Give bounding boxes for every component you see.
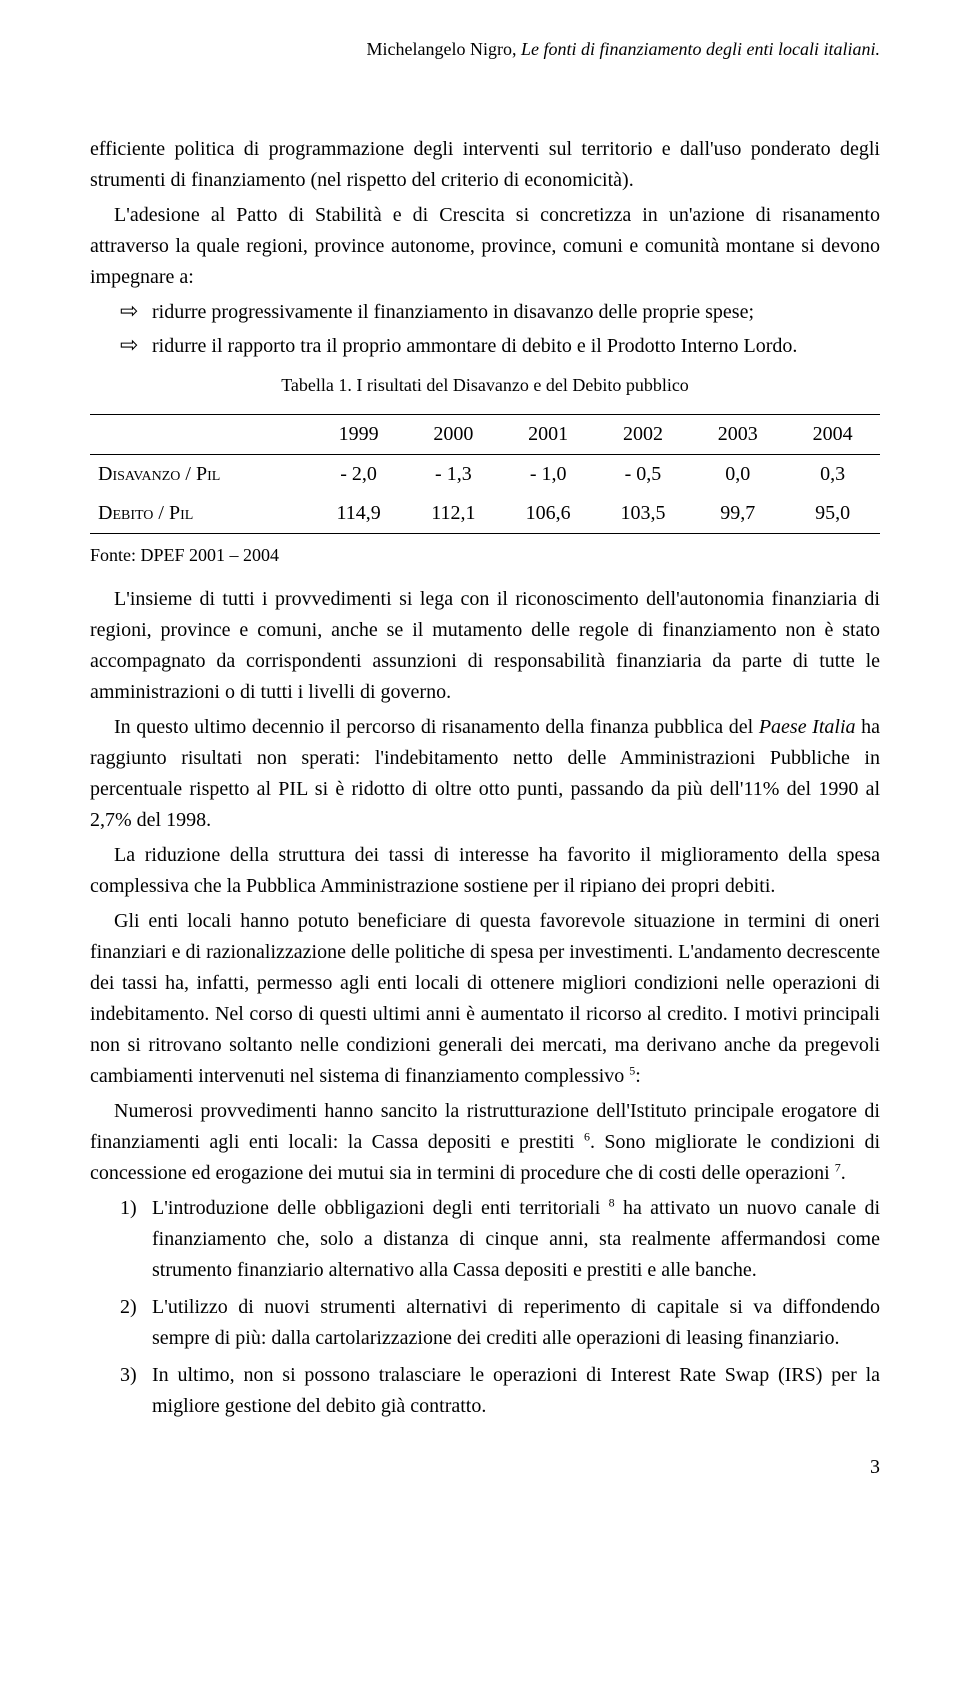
table-header-row: 1999 2000 2001 2002 2003 2004 [90, 414, 880, 454]
table-cell: - 2,0 [311, 454, 406, 494]
label-sc: ebito [112, 502, 153, 524]
numbered-item: In ultimo, non si possono tralasciare le… [120, 1360, 880, 1422]
p7-part-c: . [841, 1162, 846, 1184]
table-header-cell: 2003 [690, 414, 785, 454]
table-cell: 0,0 [690, 454, 785, 494]
p6-part-a: Gli enti locali hanno potuto beneficiare… [90, 910, 880, 1087]
table-header-empty [90, 414, 311, 454]
label-cap: D [98, 463, 112, 485]
paragraph-1: efficiente politica di programmazione de… [90, 134, 880, 196]
label-sc: isavanzo [112, 463, 180, 485]
bullet-item: ridurre progressivamente il finanziament… [120, 297, 880, 328]
table-source: Fonte: DPEF 2001 – 2004 [90, 542, 880, 570]
table-header-cell: 2004 [785, 414, 880, 454]
table-cell: 106,6 [501, 494, 596, 534]
label-mid: / P [180, 463, 207, 485]
table-cell: - 0,5 [596, 454, 691, 494]
bullet-item: ridurre il rapporto tra il proprio ammon… [120, 331, 880, 362]
label-sc2: il [207, 463, 220, 485]
p4-italic: Paese Italia [759, 716, 856, 738]
paragraph-6: Gli enti locali hanno potuto beneficiare… [90, 906, 880, 1092]
table-cell: 95,0 [785, 494, 880, 534]
table-row: Disavanzo / Pil - 2,0 - 1,3 - 1,0 - 0,5 … [90, 454, 880, 494]
table-header-cell: 2000 [406, 414, 501, 454]
table-cell: 112,1 [406, 494, 501, 534]
label-mid: / P [153, 502, 180, 524]
header-title: Le fonti di finanziamento degli enti loc… [521, 39, 880, 59]
header-author: Michelangelo Nigro, [367, 39, 517, 59]
table-cell: 0,3 [785, 454, 880, 494]
page-number: 3 [90, 1452, 880, 1483]
table-cell: 114,9 [311, 494, 406, 534]
paragraph-7: Numerosi provvedimenti hanno sancito la … [90, 1096, 880, 1189]
numbered-list: L'introduzione delle obbligazioni degli … [90, 1193, 880, 1422]
table-caption: Tabella 1. I risultati del Disavanzo e d… [90, 372, 880, 400]
table-header-cell: 2001 [501, 414, 596, 454]
paragraph-4: In questo ultimo decennio il percorso di… [90, 712, 880, 836]
running-header: Michelangelo Nigro, Le fonti di finanzia… [90, 36, 880, 64]
table-row-label: Debito / Pil [90, 494, 311, 534]
table-header-cell: 2002 [596, 414, 691, 454]
data-table: 1999 2000 2001 2002 2003 2004 Disavanzo … [90, 414, 880, 534]
p4-part-a: In questo ultimo decennio il percorso di… [114, 716, 759, 738]
label-cap: D [98, 502, 112, 524]
table-cell: 99,7 [690, 494, 785, 534]
li1-part-a: L'introduzione delle obbligazioni degli … [152, 1197, 609, 1219]
table-cell: - 1,0 [501, 454, 596, 494]
p6-part-b: : [635, 1065, 641, 1087]
label-sc2: il [180, 502, 193, 524]
page-container: Michelangelo Nigro, Le fonti di finanzia… [0, 0, 960, 1533]
table-row-label: Disavanzo / Pil [90, 454, 311, 494]
table-cell: - 1,3 [406, 454, 501, 494]
paragraph-2: L'adesione al Patto di Stabilità e di Cr… [90, 200, 880, 293]
paragraph-3: L'insieme di tutti i provvedimenti si le… [90, 584, 880, 708]
table-header-cell: 1999 [311, 414, 406, 454]
bullet-list: ridurre progressivamente il finanziament… [90, 297, 880, 362]
table-cell: 103,5 [596, 494, 691, 534]
numbered-item: L'introduzione delle obbligazioni degli … [120, 1193, 880, 1286]
table-row: Debito / Pil 114,9 112,1 106,6 103,5 99,… [90, 494, 880, 534]
paragraph-5: La riduzione della struttura dei tassi d… [90, 840, 880, 902]
numbered-item: L'utilizzo di nuovi strumenti alternativ… [120, 1292, 880, 1354]
